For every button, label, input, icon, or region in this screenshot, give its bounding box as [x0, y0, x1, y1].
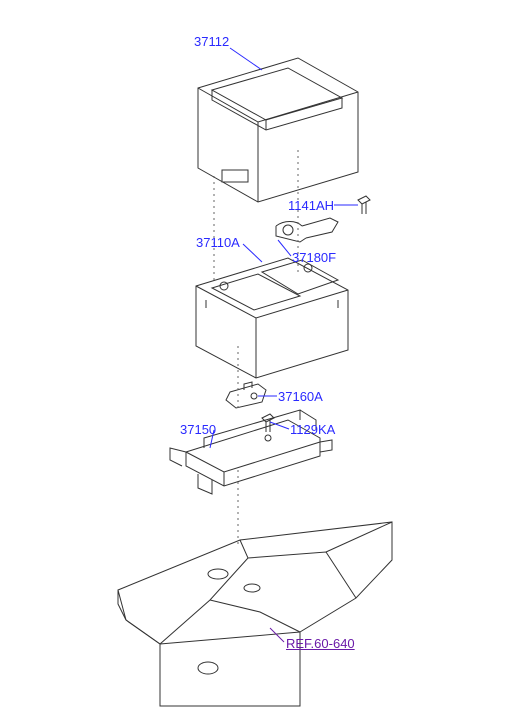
- label-37160A[interactable]: 37160A: [278, 389, 323, 404]
- label-37110A[interactable]: 37110A: [196, 235, 240, 250]
- part-37112: [198, 58, 358, 202]
- label-37112[interactable]: 37112: [194, 34, 229, 49]
- label-37180F[interactable]: 37180F: [292, 250, 336, 265]
- part-1141AH: [358, 196, 370, 214]
- part-37180F: [276, 218, 338, 242]
- part-37160A: [226, 382, 266, 408]
- part-37110A: [196, 258, 348, 378]
- diagram-svg: [0, 0, 532, 727]
- ref-link-60-640[interactable]: REF.60-640: [286, 636, 355, 651]
- parts-diagram: 37112 1141AH 37110A 37180F 37160A 1129KA…: [0, 0, 532, 727]
- label-1141AH[interactable]: 1141AH: [288, 198, 334, 213]
- label-1129KA[interactable]: 1129KA: [290, 422, 335, 437]
- label-37150[interactable]: 37150: [180, 422, 216, 437]
- ref-60-640-panel: [118, 522, 392, 706]
